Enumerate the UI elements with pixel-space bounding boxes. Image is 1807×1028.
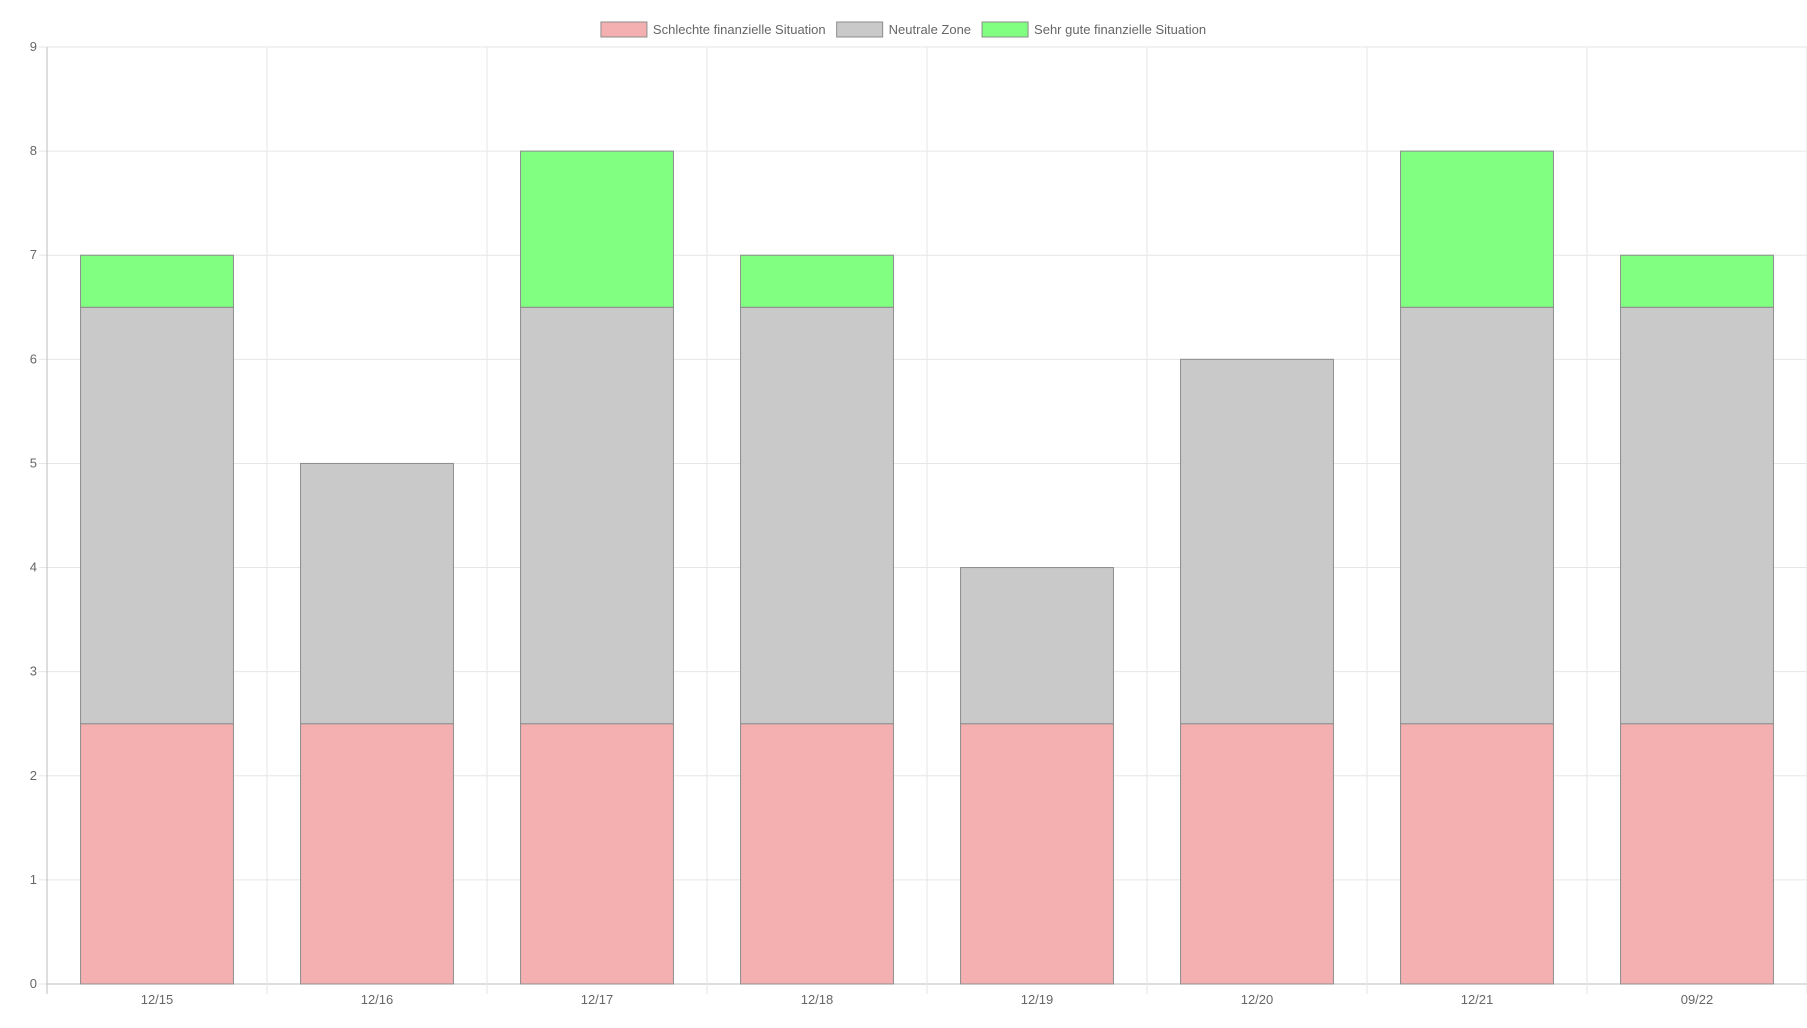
y-tick-label: 0 bbox=[30, 976, 37, 991]
legend-swatch bbox=[836, 21, 884, 38]
bar-segment-series-2-12-15 bbox=[80, 254, 234, 308]
bar-segment-series-0-09-22 bbox=[1620, 723, 1774, 985]
legend: Schlechte finanzielle Situation Neutrale … bbox=[600, 21, 1206, 38]
y-tick-label: 6 bbox=[30, 351, 37, 366]
legend-swatch bbox=[600, 21, 648, 38]
x-tick-label: 12/20 bbox=[1241, 992, 1274, 1007]
x-tick-label: 12/17 bbox=[581, 992, 614, 1007]
legend-item-0[interactable]: Schlechte finanzielle Situation bbox=[600, 21, 826, 38]
bar-segment-series-0-12-18 bbox=[740, 723, 894, 985]
y-tick-label: 1 bbox=[30, 872, 37, 887]
x-tick-label: 12/15 bbox=[141, 992, 174, 1007]
x-tick-label: 09/22 bbox=[1681, 992, 1714, 1007]
bar-segment-series-1-12-20 bbox=[1180, 358, 1334, 725]
axes: 0 1 2 3 4 5 6 7 8 9 12/15 12/16 12/17 12/18 12/19 12/20… bbox=[30, 39, 1714, 1007]
bar-segment-series-1-12-16 bbox=[300, 462, 454, 725]
x-tick-label: 12/19 bbox=[1021, 992, 1054, 1007]
y-tick-label: 9 bbox=[30, 39, 37, 54]
bar-segment-series-2-12-18 bbox=[740, 254, 894, 308]
bar-segment-series-0-12-21 bbox=[1400, 723, 1554, 985]
y-tick-label: 2 bbox=[30, 768, 37, 783]
y-tick-label: 8 bbox=[30, 143, 37, 158]
legend-label: Neutrale Zone bbox=[889, 22, 971, 37]
legend-label: Sehr gute finanzielle Situation bbox=[1034, 22, 1206, 37]
bar-segment-series-0-12-15 bbox=[80, 723, 234, 985]
bar-segment-series-0-12-17 bbox=[520, 723, 674, 985]
legend-item-1[interactable]: Neutrale Zone bbox=[836, 21, 971, 38]
bar-segment-series-2-12-17 bbox=[520, 150, 674, 308]
legend-item-2[interactable]: Sehr gute finanzielle Situation bbox=[981, 21, 1206, 38]
y-tick-label: 4 bbox=[30, 560, 37, 575]
bar-segment-series-0-12-20 bbox=[1180, 723, 1334, 985]
bars bbox=[80, 150, 1774, 985]
x-tick-label: 12/21 bbox=[1461, 992, 1494, 1007]
y-tick-label: 5 bbox=[30, 455, 37, 470]
legend-label: Schlechte finanzielle Situation bbox=[653, 22, 826, 37]
y-tick-label: 3 bbox=[30, 664, 37, 679]
bar-segment-series-1-12-18 bbox=[740, 306, 894, 725]
bar-segment-series-1-12-17 bbox=[520, 306, 674, 725]
bar-segment-series-1-12-21 bbox=[1400, 306, 1554, 725]
bar-segment-series-0-12-19 bbox=[960, 723, 1114, 985]
legend-swatch bbox=[981, 21, 1029, 38]
bar-segment-series-1-12-19 bbox=[960, 567, 1114, 725]
bar-segment-series-2-09-22 bbox=[1620, 254, 1774, 308]
x-tick-label: 12/16 bbox=[361, 992, 394, 1007]
bar-segment-series-0-12-16 bbox=[300, 723, 454, 985]
y-tick-label: 7 bbox=[30, 247, 37, 262]
bar-segment-series-1-09-22 bbox=[1620, 306, 1774, 725]
x-tick-label: 12/18 bbox=[801, 992, 834, 1007]
bar-segment-series-1-12-15 bbox=[80, 306, 234, 725]
bar-segment-series-2-12-21 bbox=[1400, 150, 1554, 308]
